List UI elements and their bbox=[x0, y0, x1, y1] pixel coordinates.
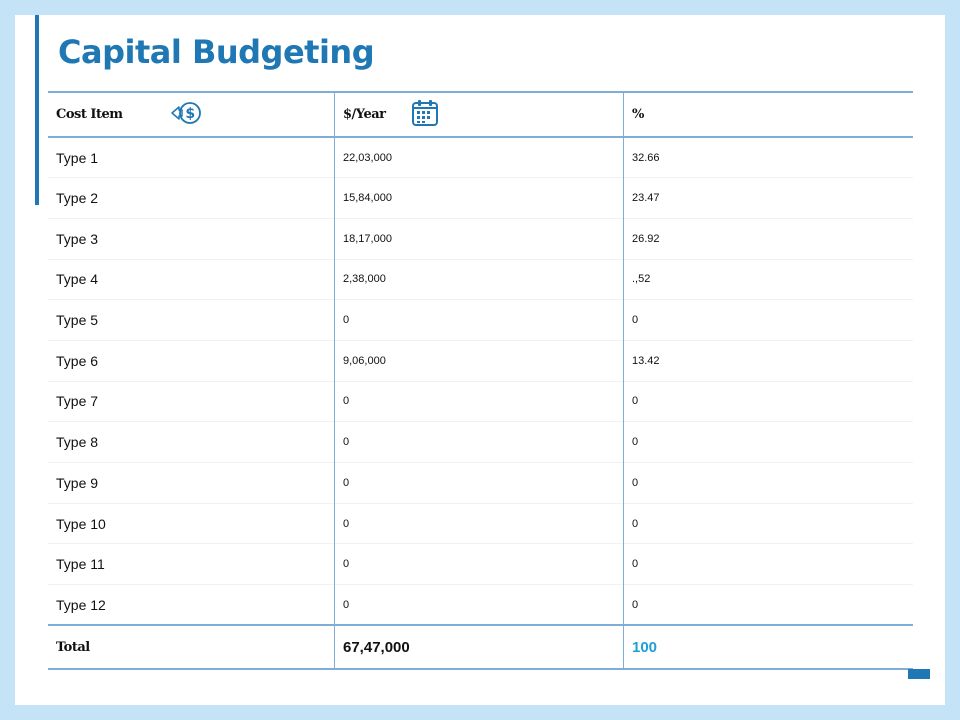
table-row: Type 1 22,03,000 32.66 bbox=[48, 137, 913, 178]
row-percent: .,52 bbox=[623, 258, 913, 300]
row-per-year: 2,38,000 bbox=[334, 258, 624, 300]
capital-budget-table-wrapper: Cost Item $ $/Year bbox=[48, 91, 913, 671]
capital-budget-table: Cost Item $ $/Year bbox=[48, 91, 913, 671]
row-cost-item: Type 7 bbox=[48, 380, 335, 422]
row-cost-item: Type 1 bbox=[56, 149, 99, 166]
row-per-year: 0 bbox=[334, 299, 624, 341]
header-percent: % bbox=[623, 91, 913, 138]
header-per-year-label: $/Year bbox=[343, 107, 386, 122]
row-cost-item: Type 8 bbox=[48, 421, 335, 463]
row-cost-item: Type 11 bbox=[48, 543, 335, 585]
row-cost-item: Type 4 bbox=[48, 258, 335, 300]
corner-accent bbox=[908, 669, 930, 679]
row-per-year: 0 bbox=[334, 584, 624, 626]
row-cost-item: Type 5 bbox=[48, 299, 335, 341]
row-percent: 0 bbox=[623, 502, 913, 544]
total-value: 67,47,000 bbox=[334, 624, 624, 671]
table-total-row: Total 67,47,000 100 bbox=[48, 624, 913, 671]
header-per-year: $/Year bbox=[334, 91, 624, 138]
row-percent: 0 bbox=[623, 543, 913, 585]
row-percent: 32.66 bbox=[623, 137, 913, 178]
row-cost-item: Type 2 bbox=[48, 177, 335, 219]
table-row: Type 3 18,17,000 26.92 bbox=[48, 217, 913, 260]
row-percent: 0 bbox=[623, 380, 913, 422]
calendar-icon bbox=[410, 98, 440, 132]
row-percent: 0 bbox=[623, 299, 913, 341]
row-cost-item: Type 3 bbox=[48, 217, 335, 260]
table-row: Type 4 2,38,000 .,52 bbox=[48, 258, 913, 300]
row-cost-item: Type 9 bbox=[48, 462, 335, 504]
table-row: Type 11 0 0 bbox=[48, 543, 913, 585]
row-percent: 26.92 bbox=[623, 217, 913, 260]
table-body: Type 1 22,03,000 32.66 Type 2 15,84,000 23.47… bbox=[48, 137, 913, 626]
table-row: Type 12 0 0 bbox=[48, 584, 913, 626]
row-per-year: 0 bbox=[334, 543, 624, 585]
accent-bar bbox=[35, 15, 39, 205]
row-per-year: 9,06,000 bbox=[334, 339, 624, 382]
total-label: Total bbox=[48, 624, 335, 671]
page-title: Capital Budgeting bbox=[58, 33, 375, 71]
row-cost-item: Type 12 bbox=[48, 584, 335, 626]
header-cost-item: Cost Item $ bbox=[48, 91, 335, 138]
dollar-exchange-icon: $ bbox=[170, 99, 206, 131]
table-row: Type 10 0 0 bbox=[48, 502, 913, 544]
table-row: Type 6 9,06,000 13.42 bbox=[48, 339, 913, 382]
row-per-year: 0 bbox=[334, 502, 624, 544]
row-per-year: 15,84,000 bbox=[334, 177, 624, 219]
table-header-row: Cost Item $ $/Year bbox=[48, 91, 913, 138]
svg-text:$: $ bbox=[186, 106, 195, 122]
row-percent: 13.42 bbox=[623, 339, 913, 382]
row-cost-item: Type 6 bbox=[48, 339, 335, 382]
row-per-year: 0 bbox=[334, 421, 624, 463]
slide: Capital Budgeting Cost Item $ bbox=[15, 15, 945, 705]
row-percent: 0 bbox=[623, 421, 913, 463]
row-per-year: 18,17,000 bbox=[334, 217, 624, 260]
row-percent: 0 bbox=[623, 584, 913, 626]
row-per-year: 22,03,000 bbox=[334, 137, 624, 178]
row-per-year: 0 bbox=[334, 462, 624, 504]
total-percent: 100 bbox=[623, 624, 913, 671]
row-percent: 0 bbox=[623, 462, 913, 504]
row-per-year: 0 bbox=[334, 380, 624, 422]
row-percent: 23.47 bbox=[623, 177, 913, 219]
row-cost-item: Type 10 bbox=[48, 502, 335, 544]
table-row: Type 2 15,84,000 23.47 bbox=[48, 177, 913, 219]
header-cost-item-label: Cost Item bbox=[56, 107, 123, 122]
